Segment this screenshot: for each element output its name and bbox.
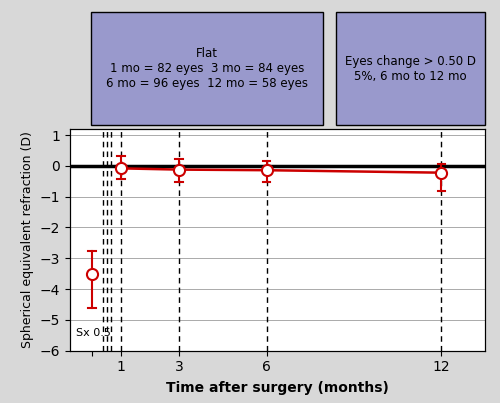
Text: Sx 0.5: Sx 0.5 — [76, 328, 110, 338]
Text: Flat
1 mo = 82 eyes  3 mo = 84 eyes
6 mo = 96 eyes  12 mo = 58 eyes: Flat 1 mo = 82 eyes 3 mo = 84 eyes 6 mo … — [106, 47, 308, 90]
Text: Eyes change > 0.50 D
5%, 6 mo to 12 mo: Eyes change > 0.50 D 5%, 6 mo to 12 mo — [345, 54, 476, 83]
X-axis label: Time after surgery (months): Time after surgery (months) — [166, 381, 389, 395]
Y-axis label: Spherical equivalent refraction (D): Spherical equivalent refraction (D) — [21, 131, 34, 348]
